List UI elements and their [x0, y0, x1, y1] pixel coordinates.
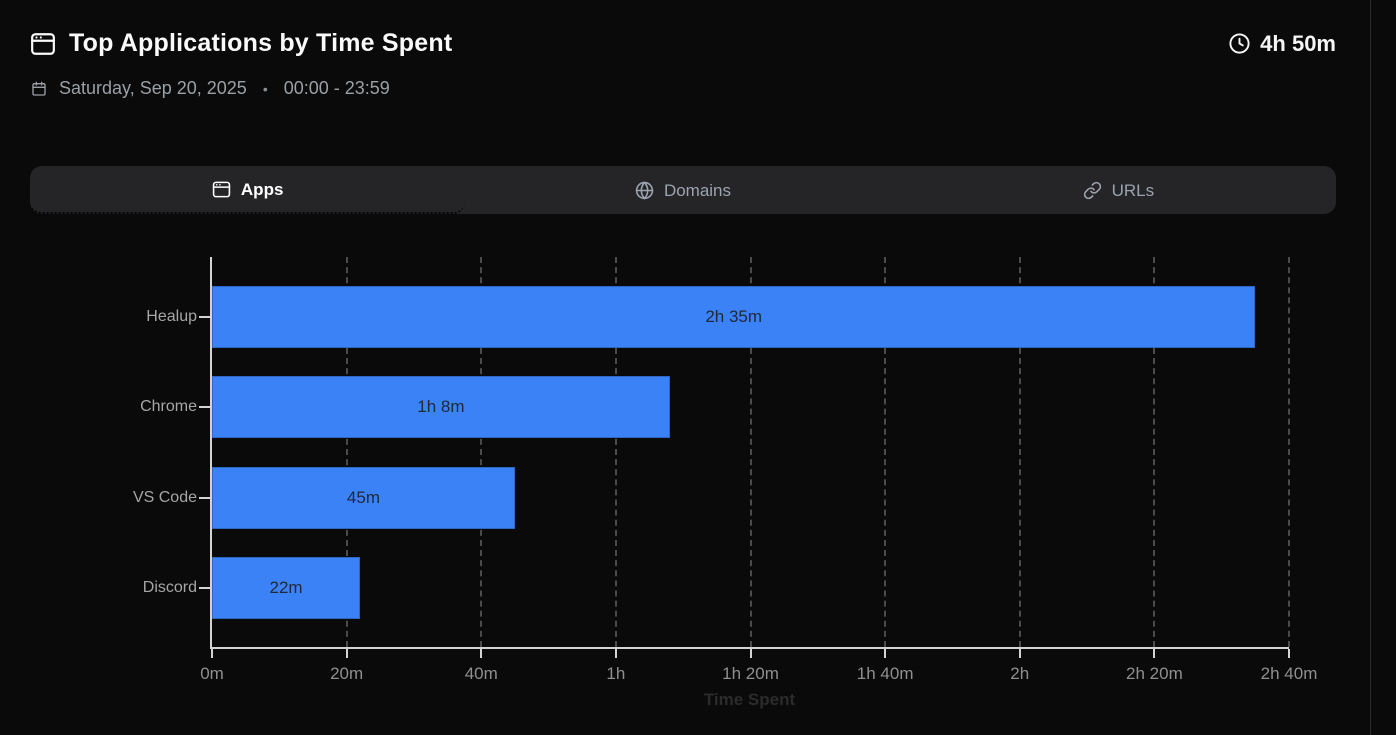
gridline — [345, 257, 348, 647]
y-axis-label: VS Code — [132, 488, 197, 506]
gridline — [884, 257, 887, 647]
x-axis-tick — [614, 649, 617, 658]
y-axis-label: Chrome — [140, 398, 197, 416]
x-axis-tick — [1018, 649, 1021, 658]
bar-healup[interactable]: 2h 35m — [212, 286, 1256, 348]
calendar-icon — [31, 81, 47, 97]
gridline — [1018, 257, 1021, 647]
x-axis-tick — [480, 649, 483, 658]
date-bullet: • — [262, 80, 268, 97]
x-tick-label: 2h 40m — [1260, 664, 1318, 683]
bar-chrome[interactable]: 1h 8m — [212, 376, 670, 439]
tab-urls-label: URLs — [1111, 180, 1155, 200]
y-axis-labels: Healup Chrome VS Code Discord — [0, 257, 197, 649]
bar-discord[interactable]: 22m — [212, 556, 361, 619]
bar-value-label: 1h 8m — [417, 397, 465, 417]
bar-value-label: 22m — [269, 577, 303, 597]
view-tabbar: Apps Domains URLs — [30, 166, 1336, 214]
x-axis-tick — [749, 649, 752, 658]
gridline — [1288, 257, 1290, 647]
date-label: Saturday, Sep 20, 2025 — [59, 78, 247, 98]
clock-icon — [1228, 32, 1251, 55]
bar-value-label: 2h 35m — [705, 307, 763, 326]
total-time-group: 4h 50m — [1228, 31, 1336, 57]
total-time-value: 4h 50m — [1260, 30, 1336, 56]
tab-urls[interactable]: URLs — [901, 166, 1336, 214]
tab-domains[interactable]: Domains — [465, 166, 900, 214]
x-axis-tick — [1153, 649, 1156, 658]
y-axis-label: Discord — [142, 578, 197, 596]
app-window-icon — [30, 31, 56, 57]
date-range-row: Saturday, Sep 20, 2025 • 00:00 - 23:59 — [31, 78, 390, 99]
x-tick-label: 2h 20m — [1126, 664, 1183, 683]
x-tick-label: 0m — [200, 664, 224, 683]
gridline — [614, 257, 617, 647]
link-icon — [1083, 181, 1102, 200]
tab-domains-label: Domains — [663, 180, 732, 200]
app-window-icon — [212, 180, 231, 199]
time-spent-bar-chart: Healup Chrome VS Code Discord 0m 20m 40m 1h 1h … — [0, 257, 1396, 735]
x-axis-tick — [884, 649, 887, 658]
x-tick-label: 1h 20m — [722, 664, 779, 683]
x-axis-title: Time Spent — [703, 690, 796, 709]
right-edge-divider — [1370, 0, 1371, 735]
y-axis-label: Healup — [146, 308, 197, 325]
tab-apps-label: Apps — [240, 179, 284, 199]
time-range-label: 00:00 - 23:59 — [283, 78, 390, 98]
x-tick-label: 40m — [464, 664, 498, 683]
page-title: Top Applications by Time Spent — [69, 29, 453, 57]
x-tick-label: 1h 40m — [856, 664, 914, 683]
gridline — [749, 257, 752, 647]
gridline — [1153, 257, 1156, 647]
y-axis-tick — [199, 586, 210, 589]
x-tick-label: 1h — [606, 664, 626, 683]
x-tick-label: 20m — [330, 664, 364, 683]
title-group: Top Applications by Time Spent — [30, 29, 452, 58]
y-axis-tick — [199, 406, 210, 409]
plot-area: 0m 20m 40m 1h 1h 20m 1h 40m 2h 2h 20m 2h 40m 2h 3… — [199, 257, 1317, 683]
globe-icon — [635, 181, 654, 200]
bar-vs-code[interactable]: 45m — [212, 466, 515, 529]
x-axis-tick — [1288, 649, 1290, 658]
bar-value-label: 45m — [346, 487, 380, 507]
header: Top Applications by Time Spent 4h 50m — [30, 29, 1336, 58]
tab-apps[interactable]: Apps — [30, 166, 466, 214]
y-axis-tick — [199, 316, 210, 318]
x-tick-label: 2h — [1010, 664, 1030, 683]
x-axis-tick — [345, 649, 348, 658]
x-axis-tick — [211, 649, 213, 658]
y-axis-tick — [199, 496, 210, 499]
gridline — [480, 257, 483, 647]
